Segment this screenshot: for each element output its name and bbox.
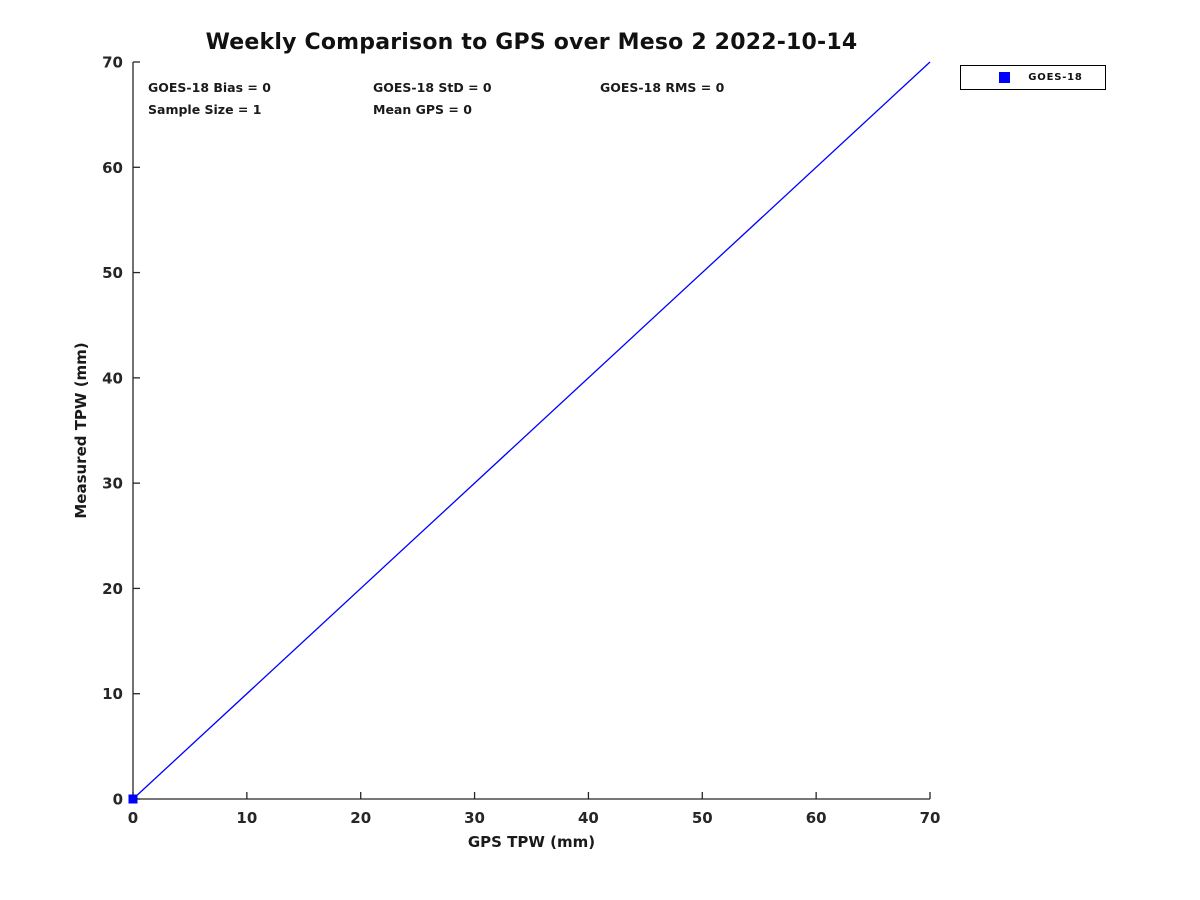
- y-tick-label: 10: [102, 685, 123, 703]
- x-tick-label: 50: [692, 809, 713, 827]
- x-tick-label: 20: [350, 809, 371, 827]
- chart-title: Weekly Comparison to GPS over Meso 2 202…: [205, 30, 858, 55]
- y-tick-label: 0: [113, 791, 123, 809]
- stat-goes18-bias: GOES-18 Bias = 0: [148, 80, 271, 95]
- x-tick-label: 30: [464, 809, 485, 827]
- stat-goes18-rms: GOES-18 RMS = 0: [600, 80, 725, 95]
- data-point: [128, 794, 138, 804]
- stat-sample-size: Sample Size = 1: [148, 102, 262, 117]
- stat-mean-gps: Mean GPS = 0: [373, 102, 472, 117]
- x-tick-label: 40: [578, 809, 599, 827]
- x-tick-label: 0: [128, 809, 138, 827]
- stat-goes18-std: GOES-18 StD = 0: [373, 80, 492, 95]
- y-axis-label: Measured TPW (mm): [72, 342, 90, 518]
- x-axis-label: GPS TPW (mm): [468, 833, 595, 851]
- x-tick-label: 70: [920, 809, 941, 827]
- legend-marker-square-icon: [999, 72, 1010, 83]
- y-tick-label: 20: [102, 580, 123, 598]
- x-tick-label: 10: [236, 809, 257, 827]
- reference-line: [132, 61, 931, 800]
- y-tick-label: 60: [102, 159, 123, 177]
- legend-series-label: GOES-18: [1028, 72, 1083, 83]
- legend: GOES-18: [960, 65, 1106, 90]
- y-tick-label: 40: [102, 369, 123, 387]
- y-tick-label: 50: [102, 264, 123, 282]
- y-tick-label: 70: [102, 54, 123, 72]
- y-tick-label: 30: [102, 475, 123, 493]
- x-tick-label: 60: [806, 809, 827, 827]
